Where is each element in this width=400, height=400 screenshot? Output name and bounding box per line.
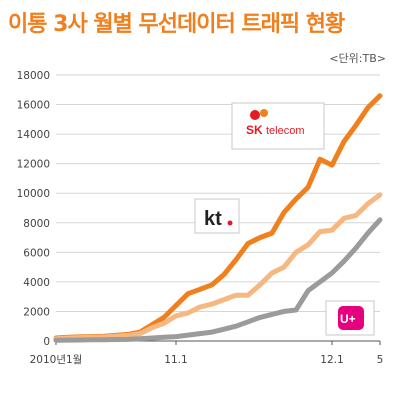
y-tick-label: 4000: [23, 277, 50, 289]
skt-logo-label: SK telecom: [231, 102, 325, 150]
y-tick-label: 10000: [17, 188, 50, 200]
x-axis-ticks: 2010년1월 11.1 12.1 5: [30, 341, 384, 366]
series-lines: [53, 93, 383, 343]
y-tick-label: 0: [43, 336, 50, 348]
y-axis-ticks: 0 2000 4000 6000 8000 10000 12000 14000 16000 180…: [17, 70, 50, 348]
x-tick-label: 5: [377, 354, 384, 366]
y-tick-label: 18000: [17, 70, 50, 82]
lgu-label: U+: [340, 312, 356, 326]
y-tick-label: 2000: [23, 306, 50, 318]
kt-logo-label: kt: [194, 198, 240, 234]
x-tick-label: 2010년1월: [30, 354, 83, 366]
y-tick-label: 6000: [23, 247, 50, 259]
chart-title: 이통 3사 월별 무선데이터 트래픽 현황: [8, 12, 345, 37]
skt-label-telecom: telecom: [266, 125, 305, 137]
series-line-kt: [53, 192, 383, 342]
skt-butterfly-icon: [250, 109, 268, 120]
y-tick-label: 16000: [17, 100, 50, 112]
unit-label: <단위:TB>: [329, 52, 386, 65]
y-tick-label: 12000: [17, 159, 50, 171]
kt-label: kt: [204, 208, 222, 230]
y-tick-label: 8000: [23, 218, 50, 230]
kt-dot-icon: [227, 220, 233, 226]
skt-label-sk: SK: [246, 123, 263, 137]
x-tick-label: 11.1: [164, 354, 187, 366]
lgu-badge-icon: [338, 306, 364, 330]
series-line-lgu: [53, 217, 383, 343]
lgu-logo-label: U+: [325, 300, 375, 336]
y-tick-label: 14000: [17, 129, 50, 141]
x-tick-label: 12.1: [320, 354, 343, 366]
